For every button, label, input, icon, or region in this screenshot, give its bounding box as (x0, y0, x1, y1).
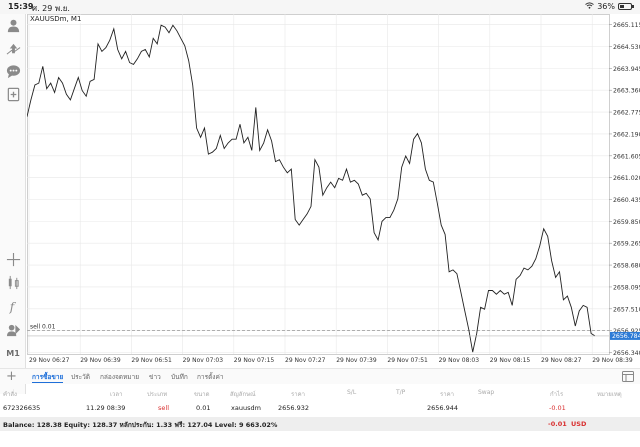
add-icon[interactable]: + (6, 369, 17, 384)
cell-type: sell (158, 404, 169, 412)
status-time: 15:39 (8, 2, 34, 11)
orders-table-header: คำสั่ง เวลา ประเภท ขนาด สัญลักษณ์ ราคา S… (0, 386, 640, 400)
y-tick-label: 2664.530 (613, 44, 640, 51)
balance-bar: Balance: 128.38 Equity: 128.37 หลักประกั… (0, 417, 640, 431)
table-row[interactable]: 672326635 11.29 08:39 sell 0.01 xauusdm … (0, 401, 640, 415)
x-tick-label: 29 Nov 07:39 (336, 357, 377, 364)
battery-icon (618, 3, 634, 10)
x-tick-label: 29 Nov 08:27 (541, 357, 582, 364)
y-tick-label: 2663.945 (613, 66, 640, 73)
col-type: ประเภท (147, 391, 168, 398)
y-tick-label: 2660.435 (613, 197, 640, 204)
cell-size: 0.01 (196, 404, 211, 412)
col-profit: กำไร (550, 391, 564, 398)
col-swap: Swap (478, 389, 495, 396)
y-tick-label: 2662.190 (613, 131, 640, 138)
cell-current-price: 2656.944 (427, 404, 459, 412)
toolbox-tabs: + การซื้อขาย ประวัติ กล่องจดหมาย ข่าว บั… (0, 368, 640, 384)
wifi-icon (585, 2, 595, 11)
chart-frame (27, 14, 610, 355)
chart-canvas[interactable]: 2665.115 2664.530 2663.945 2663.360 2662.775… (26, 14, 640, 368)
cell-price: 2656.932 (278, 404, 310, 412)
x-tick-label: 29 Nov 08:03 (439, 357, 480, 364)
col-size: ขนาด (194, 391, 210, 398)
col-current-price: ราคา (440, 391, 454, 398)
balance-summary: Balance: 128.38 Equity: 128.37 หลักประกั… (3, 421, 278, 429)
current-price-label: 2656.784 (612, 333, 640, 340)
y-tick-label: 2662.775 (613, 110, 640, 117)
x-tick-label: 29 Nov 07:51 (387, 357, 428, 364)
y-tick-label: 2659.265 (613, 241, 640, 248)
tab-news[interactable]: ข่าว (149, 373, 161, 381)
account-icon[interactable] (5, 17, 21, 33)
col-price: ราคา (291, 391, 305, 398)
cell-symbol: xauusdm (231, 404, 261, 412)
col-order: คำสั่ง (3, 391, 17, 398)
x-tick-label: 29 Nov 06:51 (131, 357, 172, 364)
cell-order: 672326635 (3, 404, 41, 412)
y-tick-label: 2661.020 (613, 175, 640, 182)
x-tick-label: 29 Nov 06:39 (80, 357, 121, 364)
col-time: เวลา (110, 391, 123, 398)
current-price-tag (610, 331, 640, 340)
status-bar: 15:39 ศ. 29 พ.ย. 36% (0, 0, 640, 14)
battery-percent: 36% (597, 2, 615, 11)
x-tick-label: 29 Nov 07:15 (234, 357, 275, 364)
svg-text:f: f (8, 300, 16, 314)
add-chart-icon[interactable] (5, 86, 21, 102)
y-tick-label: 2661.605 (613, 153, 640, 160)
price-chart[interactable]: 2665.115 2664.530 2663.945 2663.360 2662.775… (26, 14, 640, 364)
crosshair-icon[interactable] (5, 251, 21, 267)
x-tick-label: 29 Nov 08:15 (490, 357, 531, 364)
y-tick-label: 2658.095 (613, 284, 640, 291)
y-tick-label: 2665.115 (613, 22, 640, 29)
tab-journal[interactable]: บันทึก (171, 373, 188, 381)
indicators-icon[interactable] (5, 274, 21, 290)
account-currency: USD (571, 420, 587, 428)
order-level-label: sell 0.01 (30, 323, 56, 330)
function-icon[interactable]: f (5, 298, 21, 314)
trade-icon[interactable] (5, 40, 21, 56)
tab-mailbox[interactable]: กล่องจดหมาย (100, 373, 140, 381)
chart-symbol-label: XAUUSDm, M1 (30, 15, 82, 23)
x-tick-label: 29 Nov 08:39 (592, 357, 633, 364)
expand-toggle-icon[interactable] (622, 371, 634, 382)
col-comment: หมายเหตุ (597, 391, 622, 398)
status-date: ศ. 29 พ.ย. (32, 4, 70, 13)
y-tick-label: 2656.925 (613, 328, 640, 335)
y-tick-label: 2663.360 (613, 88, 640, 95)
y-tick-label: 2658.680 (613, 263, 640, 270)
tab-settings[interactable]: การตั้งค่า (197, 373, 224, 381)
x-tick-label: 29 Nov 07:27 (285, 357, 326, 364)
status-battery: 36% (585, 2, 634, 11)
col-tp: T/P (396, 389, 406, 396)
y-tick-label: 2656.340 (613, 350, 640, 357)
y-tick-label: 2657.510 (613, 306, 640, 313)
left-toolbar: f M1 (0, 14, 26, 394)
x-tick-label: 29 Nov 07:03 (183, 357, 224, 364)
col-symbol: สัญลักษณ์ (230, 391, 256, 398)
x-tick-label: 29 Nov 06:27 (29, 357, 70, 364)
price-series-line (26, 24, 596, 353)
total-profit: -0.01 (548, 420, 567, 428)
objects-icon[interactable] (5, 321, 21, 337)
chat-icon[interactable] (5, 63, 21, 79)
tab-history[interactable]: ประวัติ (71, 373, 90, 381)
col-sl: S/L (347, 389, 357, 396)
y-tick-label: 2659.850 (613, 219, 640, 226)
tab-trade[interactable]: การซื้อขาย (32, 373, 64, 383)
cell-time: 11.29 08:39 (86, 404, 126, 412)
cell-profit: -0.01 (549, 404, 566, 412)
timeframe-selector[interactable]: M1 (6, 348, 20, 358)
